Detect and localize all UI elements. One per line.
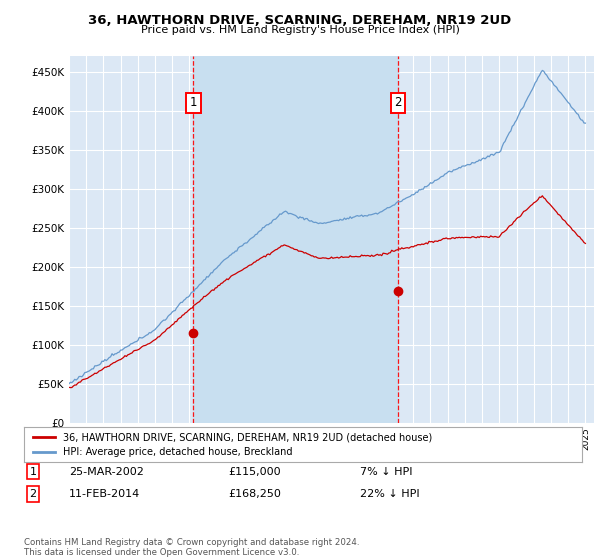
Text: 7% ↓ HPI: 7% ↓ HPI	[360, 466, 413, 477]
Legend: 36, HAWTHORN DRIVE, SCARNING, DEREHAM, NR19 2UD (detached house), HPI: Average p: 36, HAWTHORN DRIVE, SCARNING, DEREHAM, N…	[29, 428, 436, 461]
Text: 22% ↓ HPI: 22% ↓ HPI	[360, 489, 419, 499]
Text: 1: 1	[29, 466, 37, 477]
Text: Price paid vs. HM Land Registry's House Price Index (HPI): Price paid vs. HM Land Registry's House …	[140, 25, 460, 35]
Bar	[193, 56, 398, 423]
Text: Contains HM Land Registry data © Crown copyright and database right 2024.
This d: Contains HM Land Registry data © Crown c…	[24, 538, 359, 557]
Text: 1: 1	[190, 96, 197, 109]
Text: 25-MAR-2002: 25-MAR-2002	[69, 466, 144, 477]
Text: £168,250: £168,250	[228, 489, 281, 499]
Text: 11-FEB-2014: 11-FEB-2014	[69, 489, 140, 499]
Text: £115,000: £115,000	[228, 466, 281, 477]
Text: 36, HAWTHORN DRIVE, SCARNING, DEREHAM, NR19 2UD: 36, HAWTHORN DRIVE, SCARNING, DEREHAM, N…	[88, 14, 512, 27]
Text: 2: 2	[29, 489, 37, 499]
Text: 2: 2	[394, 96, 402, 109]
